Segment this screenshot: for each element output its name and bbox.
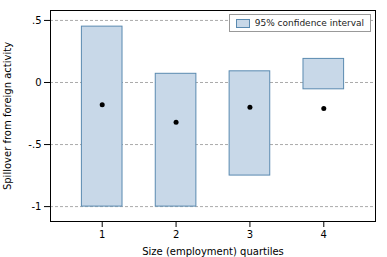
svg-text:3: 3 <box>247 229 253 240</box>
svg-text:Size (employment) quartiles: Size (employment) quartiles <box>142 246 284 257</box>
html-text:95% confidence interval: 95% confidence interval <box>254 18 364 28</box>
svg-text:.5: .5 <box>32 15 42 26</box>
svg-text:1: 1 <box>99 229 105 240</box>
svg-text:0: 0 <box>35 77 41 88</box>
svg-text:4: 4 <box>321 229 327 240</box>
svg-text:-1: -1 <box>32 201 42 212</box>
svg-text:-.5: -.5 <box>28 139 41 150</box>
svg-text:Spillover from foreign activit: Spillover from foreign activity <box>2 42 13 190</box>
svg-text:2: 2 <box>173 229 179 240</box>
